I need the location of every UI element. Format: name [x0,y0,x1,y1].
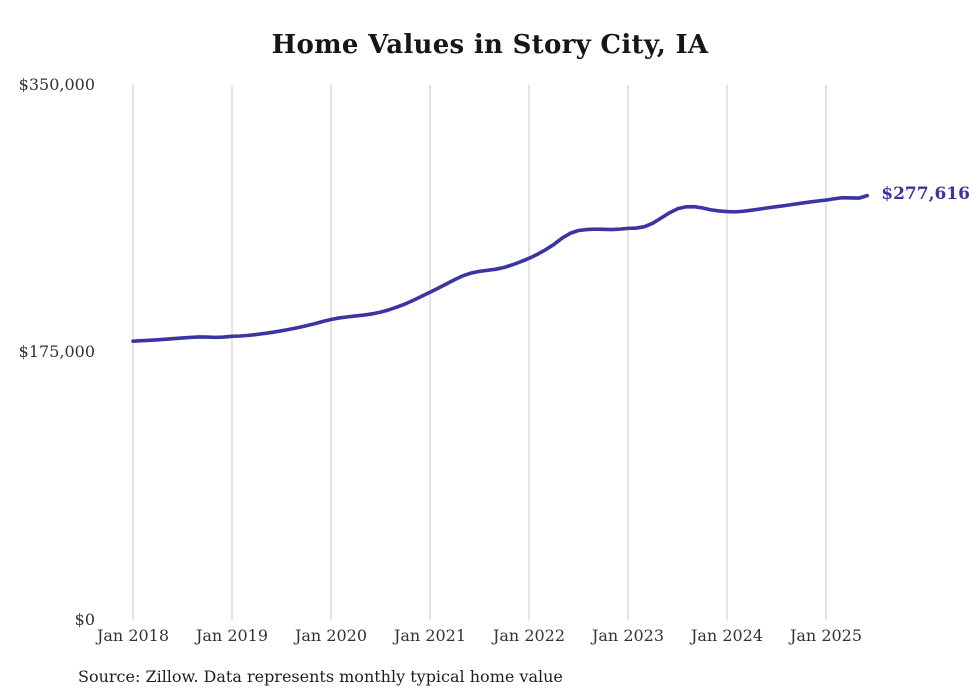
x-axis-tick-jan-2018: Jan 2018 [96,626,170,645]
chart-title: Home Values in Story City, IA [271,30,709,60]
y-axis-tick-175000: $175,000 [18,342,95,361]
source-note: Source: Zillow. Data represents monthly … [78,667,563,686]
y-axis-tick-350000: $350,000 [18,75,95,94]
gridlines-group [132,85,827,620]
x-axis-tick-jan-2019: Jan 2019 [195,626,269,645]
x-axis-tick-jan-2022: Jan 2022 [492,626,566,645]
x-axis-tick-jan-2020: Jan 2020 [294,626,368,645]
y-axis-tick-0: $0 [74,610,95,629]
x-axis-tick-jan-2024: Jan 2024 [690,626,764,645]
x-axis-tick-jan-2025: Jan 2025 [789,626,863,645]
home-value-line [131,193,870,343]
last-value-label: $277,616 [881,183,970,204]
x-axis-tick-jan-2021: Jan 2021 [393,626,467,645]
x-axis-tick-jan-2023: Jan 2023 [591,626,665,645]
